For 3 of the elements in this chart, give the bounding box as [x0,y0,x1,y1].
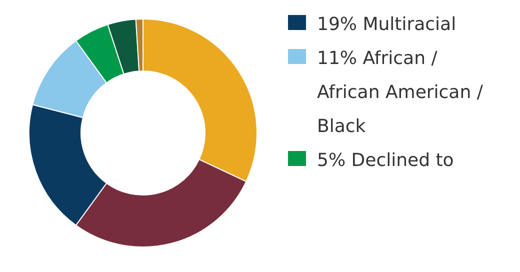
legend-label: 5% Declined to [317,150,454,171]
legend-label: 11% African / African American / Black [317,48,484,137]
legend-label: 19% Multiracial [317,14,456,35]
